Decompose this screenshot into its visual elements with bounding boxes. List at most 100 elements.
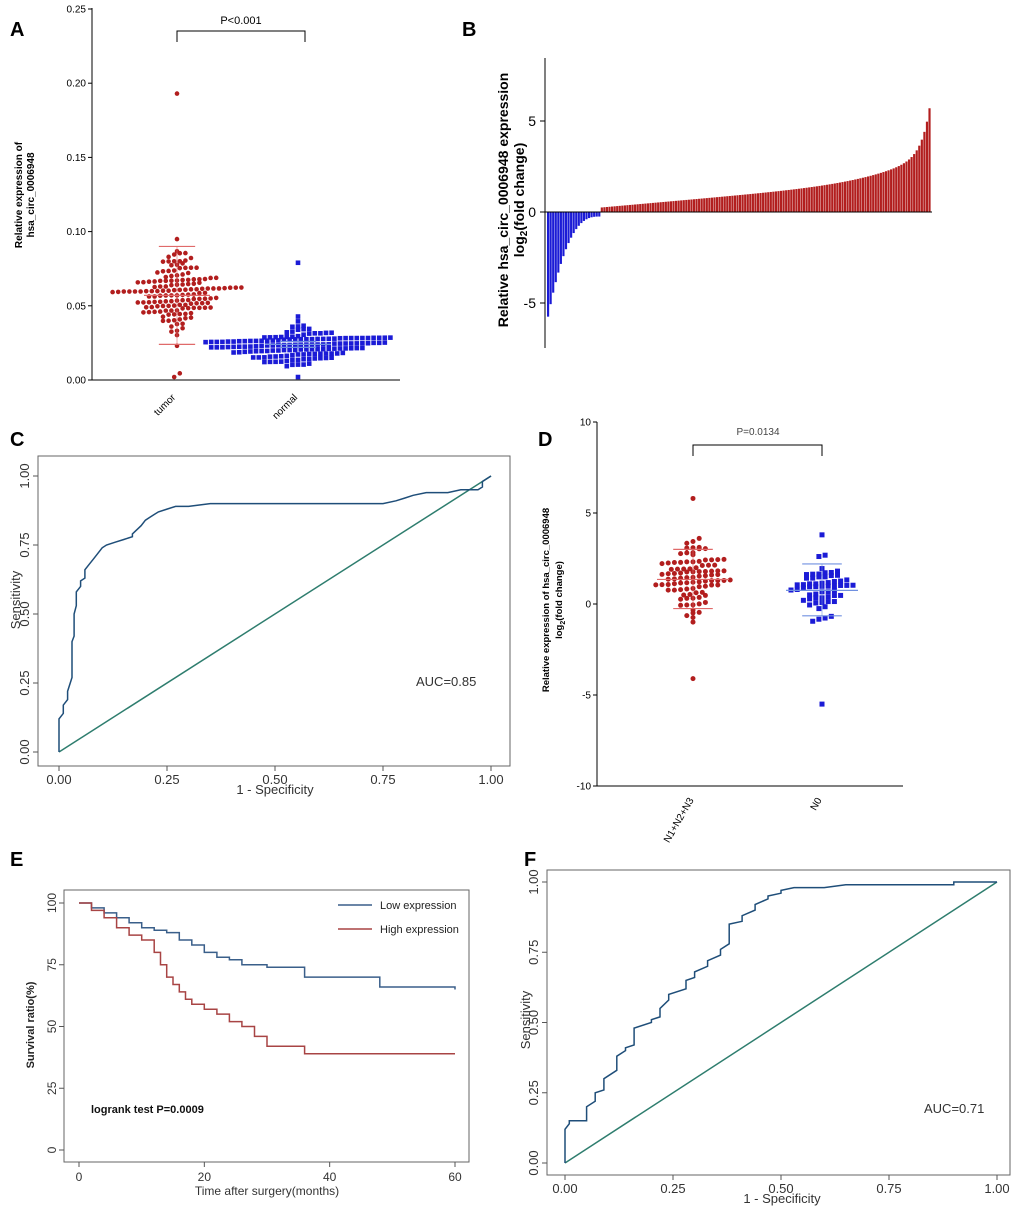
panel-a-point-tumor: [216, 286, 222, 291]
panel-a-point-normal: [301, 352, 306, 357]
panel-a-point-tumor: [180, 277, 185, 283]
panel-b-bar: [675, 200, 678, 212]
panel-a-point-normal: [273, 334, 278, 340]
panel-a-point-tumor: [177, 250, 183, 256]
panel-a-point-tumor: [180, 306, 185, 311]
panel-b-bar: [751, 193, 754, 212]
panel-a-point-normal: [318, 355, 323, 361]
panel-b-bar: [639, 204, 642, 212]
panel-d-point-N1+N2+N3: [684, 569, 690, 575]
panel-a-point-tumor: [202, 290, 208, 296]
panel-a-point-normal: [354, 335, 360, 341]
panel-a-point-normal: [326, 336, 332, 342]
panel-f-ytick-label: 0.50: [526, 1010, 541, 1035]
panel-label-c: C: [10, 429, 24, 451]
panel-b-bar: [580, 212, 583, 224]
panel-c-ticks: 0.00 0.00 0.25 0.25 0.50 0.50 0.75 0.75 1.00 1.00: [17, 463, 504, 787]
panel-a-point-tumor: [185, 277, 191, 283]
panel-e-xtick-label: 20: [198, 1170, 212, 1184]
panel-b-bar: [600, 207, 603, 212]
panel-a-point-normal: [248, 338, 253, 344]
panel-label-d: D: [538, 429, 552, 451]
panel-f-xtick-label: 1.00: [984, 1181, 1009, 1196]
panel-a-point-normal: [262, 355, 267, 360]
panel-a-point-normal: [281, 347, 287, 353]
panel-b-bar: [767, 192, 770, 212]
panel-d-point-N1+N2+N3: [721, 568, 727, 574]
panel-b-bar: [795, 189, 798, 212]
panel-b-bar: [744, 194, 747, 212]
panel-d-point-N0: [831, 599, 837, 605]
panel-d-significance-bracket: [692, 444, 823, 456]
panel-d-point-N1+N2+N3: [702, 573, 708, 579]
panel-b-bar: [746, 194, 749, 212]
panel-b-bar: [884, 171, 888, 212]
panel-e-legend-high: High expression: [380, 924, 459, 936]
panel-d-point-N1+N2+N3: [665, 587, 671, 593]
panel-d-point-N0: [807, 584, 813, 590]
panel-d-point-N0: [816, 606, 822, 612]
panel-a-point-normal: [365, 335, 371, 341]
panel-d-error-bars: [657, 548, 858, 617]
panel-a-point-normal: [295, 352, 301, 357]
panel-e-curve-low: [79, 902, 456, 990]
panel-f-reference-line: [564, 881, 998, 1164]
panel-a-point-normal: [278, 353, 284, 359]
panel-b-ylabel-line1: Relative hsa_circ_0006948 expression: [495, 73, 511, 328]
panel-a-point-tumor: [138, 289, 143, 294]
panel-d-point-N1+N2+N3: [678, 587, 684, 593]
panel-b-bar: [769, 191, 772, 212]
panel-b-bar: [792, 189, 795, 212]
panel-a-point-normal: [304, 347, 309, 352]
panel-b-bar: [785, 190, 788, 212]
panel-a-point-tumor: [143, 288, 149, 294]
panel-d-point-N1+N2+N3: [709, 568, 715, 574]
panel-b-bar: [703, 198, 706, 212]
panel-a-point-normal: [332, 336, 337, 341]
panel-b-bar: [805, 187, 808, 212]
panel-a-point-normal: [376, 335, 382, 341]
panel-a-point-normal: [214, 339, 220, 345]
panel-d-xtick-n0: N0: [809, 796, 825, 813]
panel-a-point-normal: [360, 335, 365, 341]
panel-a-point-tumor: [213, 295, 219, 301]
panel-a-point-tumor: [188, 265, 194, 271]
panel-d-point-N1+N2+N3: [702, 583, 708, 589]
panel-b-bar: [616, 206, 619, 212]
panel-d-point-N1+N2+N3: [687, 566, 693, 572]
panel-a-point-normal: [295, 374, 301, 380]
panel-b-bar: [595, 212, 598, 217]
panel-d-ytick-label: -5: [582, 691, 591, 702]
panel-a-point-normal: [309, 336, 315, 342]
panel-a-point-normal: [301, 323, 306, 329]
panel-b-bar: [582, 212, 585, 221]
panel-d: D 10 5 0 -5 -10 Relative expression of hsa_c…: [538, 418, 903, 845]
panel-a-point-tumor: [239, 285, 244, 290]
panel-a-point-tumor: [110, 289, 115, 295]
panel-c: C 0.00 0.00 0.25 0.25 0.50 0.50 0.75 0.75 1.00 1.…: [8, 429, 511, 797]
panel-d-point-N1+N2+N3: [671, 559, 677, 565]
panel-a-point-normal: [236, 349, 242, 355]
panel-a-point-normal: [337, 335, 343, 341]
panel-b-bar: [772, 191, 775, 212]
panel-b-bar: [843, 181, 847, 212]
panel-a-point-tumor: [166, 268, 171, 274]
panel-a-point-normal: [270, 348, 276, 353]
panel-a-point-tumor: [163, 299, 169, 304]
panel-d-point-N0: [825, 580, 831, 586]
panel-d-point-N1+N2+N3: [706, 562, 711, 568]
panel-label-b: B: [462, 19, 476, 41]
panel-b-bar: [800, 188, 803, 212]
panel-a-point-tumor: [152, 279, 157, 284]
panel-b-bar: [669, 201, 673, 212]
panel-a-point-normal: [267, 354, 273, 359]
panel-a-point-normal: [301, 362, 306, 367]
panel-b-bar: [621, 205, 624, 212]
panel-a-point-normal: [348, 345, 354, 351]
panel-b-bar: [918, 145, 921, 212]
panel-d-point-N0: [822, 552, 828, 558]
panel-a-point-tumor: [202, 296, 208, 302]
panel-b-bar: [846, 181, 849, 212]
panel-a-point-normal: [306, 356, 312, 362]
panel-b-bar: [651, 202, 655, 212]
